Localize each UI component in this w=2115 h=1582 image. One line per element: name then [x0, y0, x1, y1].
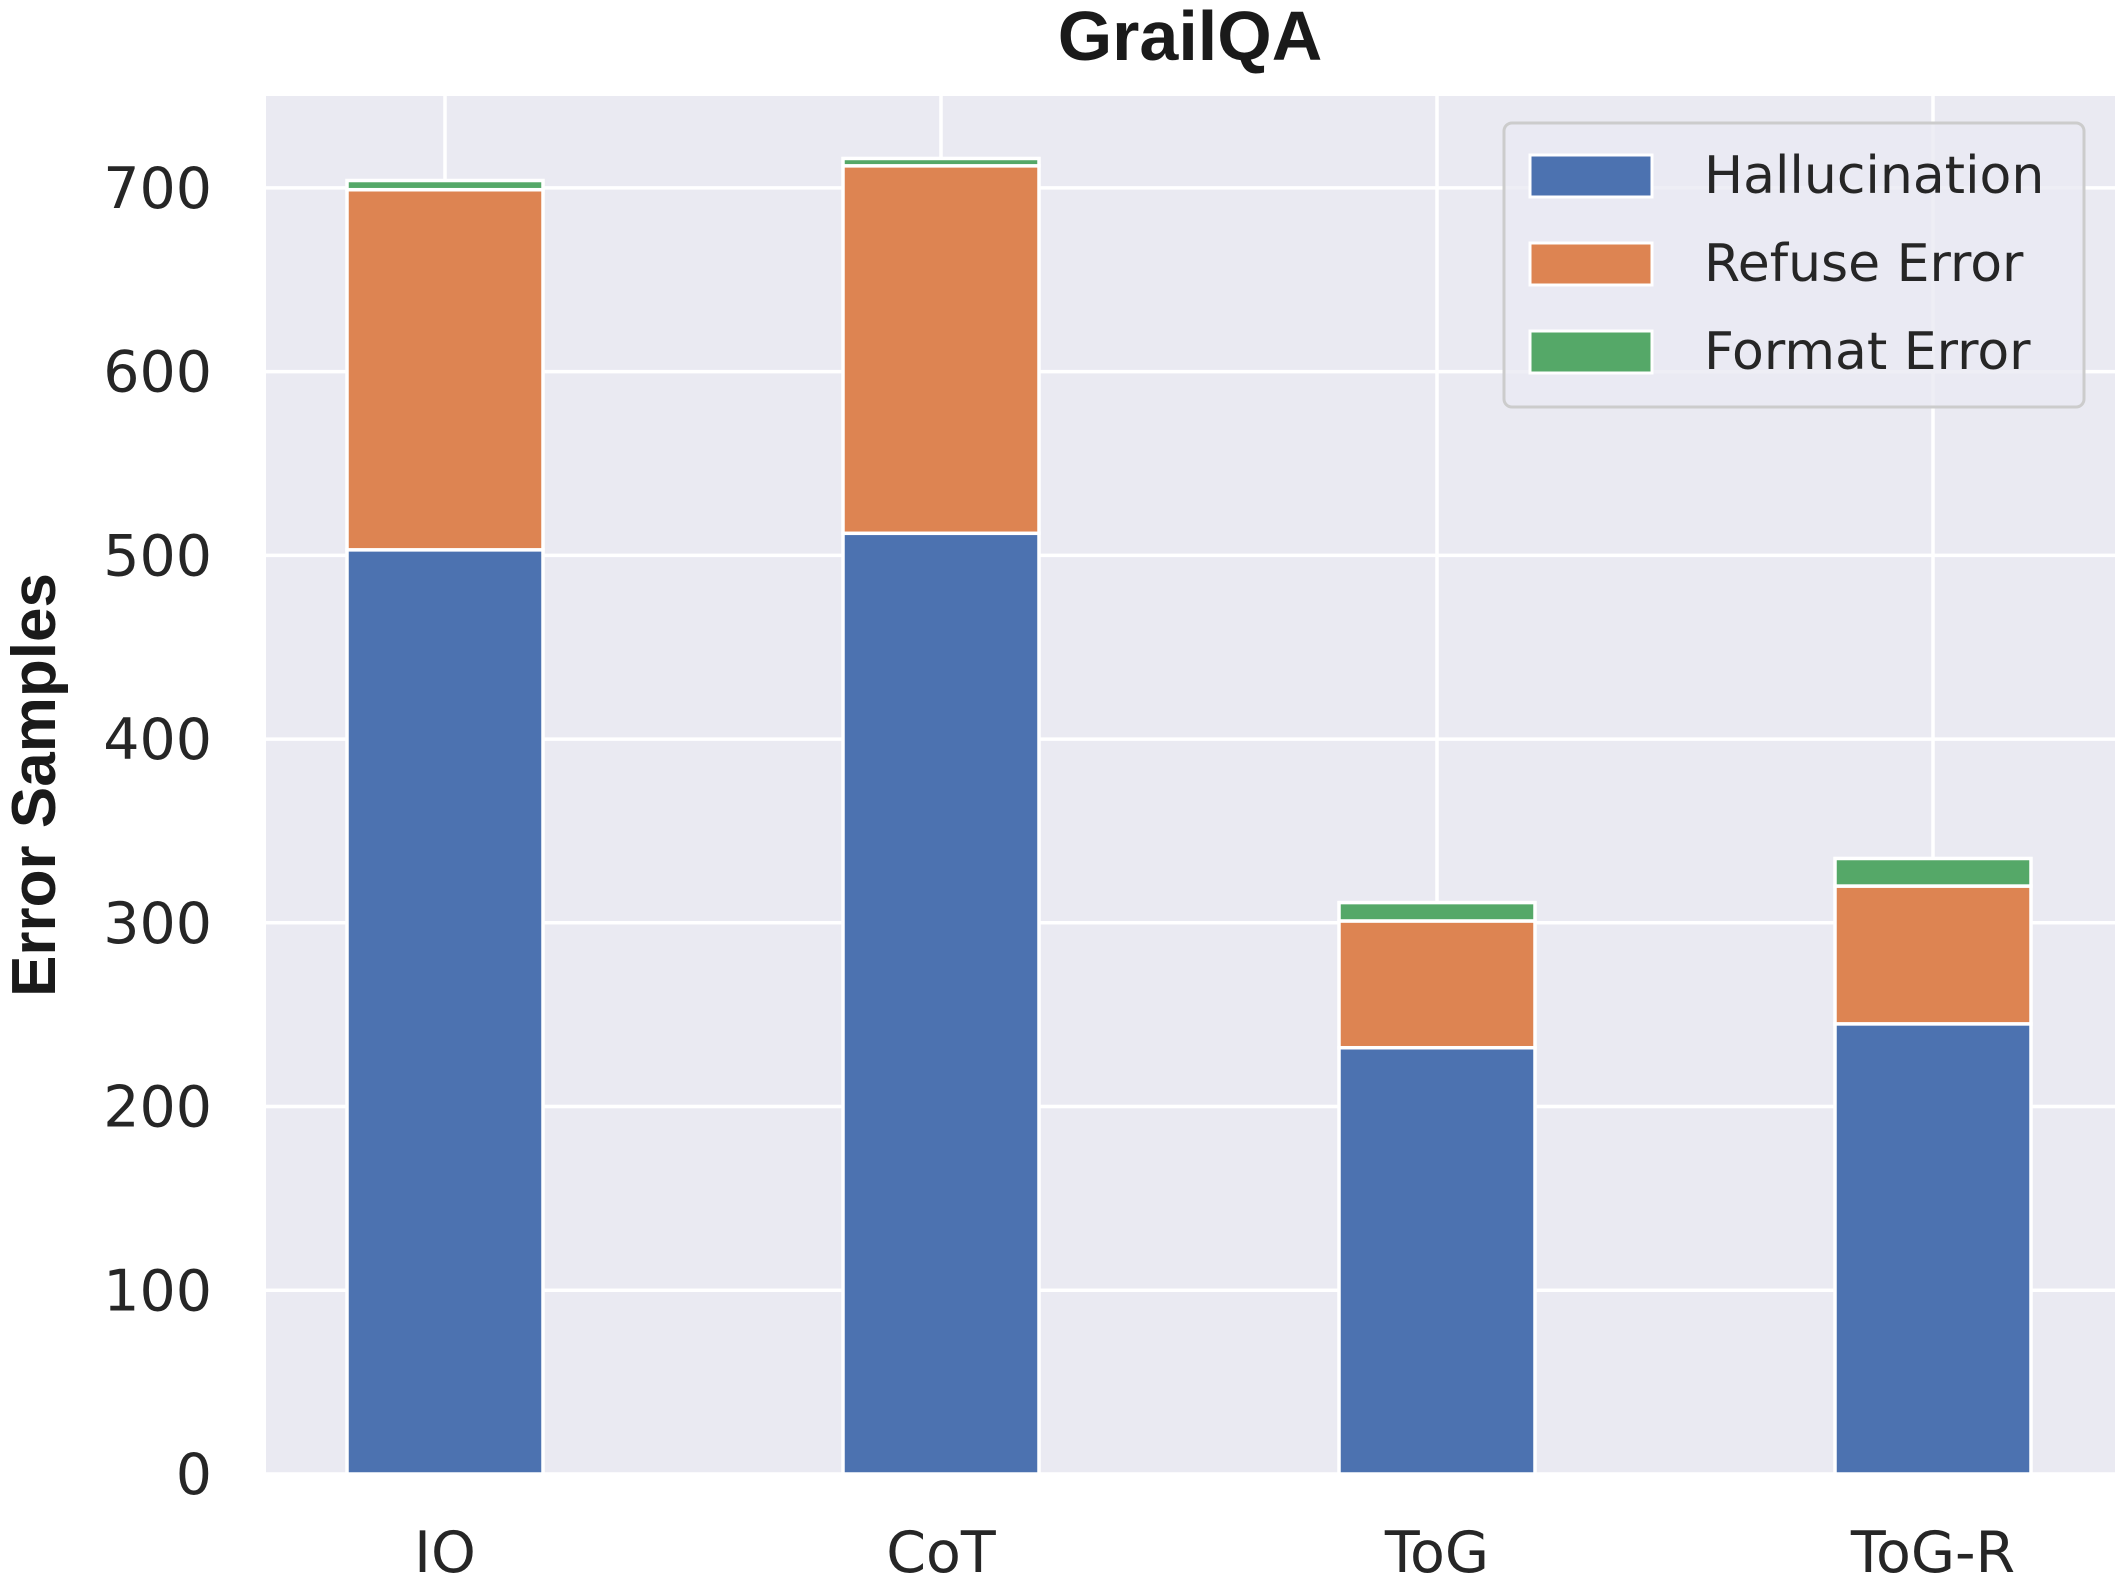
chart-title: GrailQA — [1058, 0, 1323, 75]
bar-hallucination-cot[interactable] — [841, 531, 1041, 1476]
bar-refuse-error-tog[interactable] — [1337, 919, 1537, 1050]
legend-label-format-error: Format Error — [1704, 322, 2031, 382]
bar-hallucination-tog[interactable] — [1337, 1045, 1537, 1476]
bars — [345, 156, 2033, 1476]
y-tick-label: 700 — [103, 156, 212, 222]
x-tick-labels: IO CoT ToG ToG-R — [414, 1520, 2015, 1582]
y-tick-labels: 0 100 200 300 400 500 600 700 — [103, 156, 212, 1508]
y-tick-label: 100 — [103, 1258, 212, 1324]
x-tick-label: CoT — [886, 1520, 996, 1582]
bar-refuse-error-io[interactable] — [345, 187, 545, 552]
y-axis-label: Error Samples — [0, 573, 69, 997]
y-tick-label: 400 — [103, 707, 212, 773]
y-tick-label: 200 — [103, 1075, 212, 1141]
legend[interactable]: Hallucination Refuse Error Format Error — [1502, 121, 2086, 409]
y-tick-label: 300 — [103, 891, 212, 957]
y-tick-label: 0 — [176, 1442, 212, 1508]
legend-items: Hallucination Refuse Error Format Error — [1528, 146, 2044, 382]
bar-format-error-tog[interactable] — [1337, 900, 1537, 923]
legend-swatch-refuse-error — [1528, 241, 1654, 287]
legend-label-hallucination: Hallucination — [1704, 146, 2044, 206]
bar-format-error-io[interactable] — [345, 178, 545, 192]
x-tick-label: ToG-R — [1850, 1520, 2015, 1582]
y-tick-label: 500 — [103, 523, 212, 589]
bar-refuse-error-cot[interactable] — [841, 164, 1041, 536]
legend-label-refuse-error: Refuse Error — [1704, 234, 2024, 294]
y-tick-label: 600 — [103, 340, 212, 406]
bar-format-error-cot[interactable] — [841, 156, 1041, 168]
bar-refuse-error-tog-r[interactable] — [1833, 884, 2033, 1026]
x-tick-label: IO — [414, 1520, 476, 1582]
bar-hallucination-io[interactable] — [345, 548, 545, 1476]
legend-swatch-format-error — [1528, 329, 1654, 375]
x-tick-label: ToG — [1384, 1520, 1489, 1582]
bar-hallucination-tog-r[interactable] — [1833, 1022, 2033, 1476]
legend-swatch-hallucination — [1528, 153, 1654, 199]
bar-format-error-tog-r[interactable] — [1833, 856, 2033, 888]
